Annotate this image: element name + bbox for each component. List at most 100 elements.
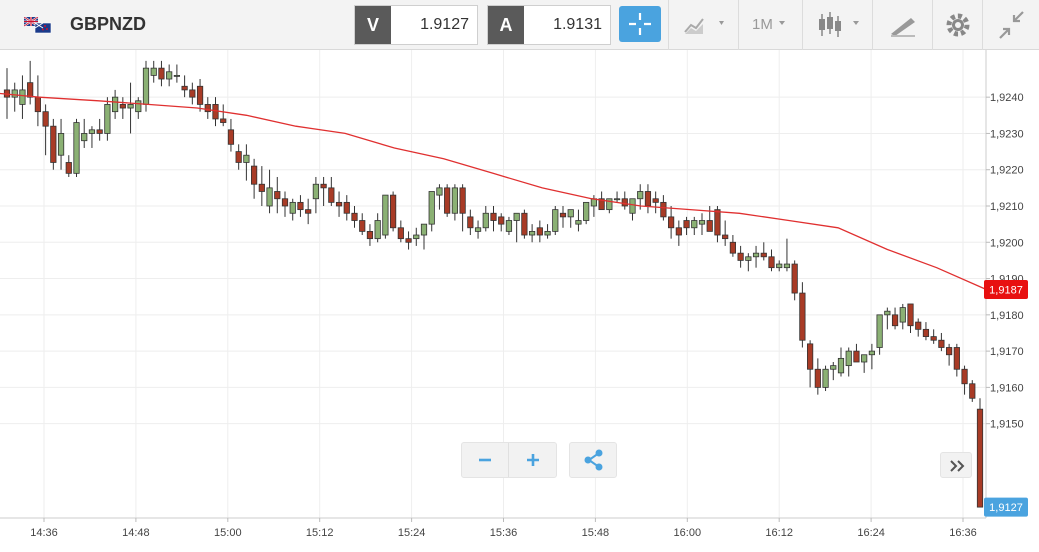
candlestick-button[interactable] [802, 0, 872, 50]
candle [220, 104, 227, 127]
candle [189, 82, 196, 105]
candle [521, 209, 528, 239]
candle [359, 213, 366, 236]
share-button[interactable] [569, 442, 617, 478]
crosshair-button[interactable] [619, 6, 661, 42]
candle [799, 282, 806, 348]
candle [814, 358, 821, 395]
x-tick-label: 15:12 [306, 527, 334, 539]
candle [328, 176, 335, 206]
candle [196, 79, 204, 112]
candlestick-icon [819, 12, 859, 37]
candle [413, 227, 420, 246]
candle [366, 224, 374, 246]
y-tick-label: 1,9200 [990, 237, 1024, 249]
scroll-forward-button[interactable] [940, 452, 972, 478]
candle [729, 235, 736, 257]
gb-nz-flag-icon [24, 17, 52, 34]
candle [112, 89, 119, 119]
candle [335, 191, 343, 217]
candle [783, 238, 791, 272]
candle [274, 176, 281, 214]
buy-price: 1.9131 [553, 16, 602, 33]
candle [698, 213, 706, 236]
moving-average-line [0, 92, 987, 290]
x-tick-label: 15:36 [490, 527, 518, 539]
candle [845, 347, 852, 377]
candle [861, 354, 868, 373]
candle [57, 118, 65, 170]
candle [281, 191, 289, 217]
chevron-down-icon [779, 21, 785, 25]
candle [343, 195, 350, 221]
candle [876, 314, 883, 355]
candle [953, 343, 960, 377]
candle [529, 224, 536, 243]
candle [822, 365, 829, 392]
candle [552, 206, 559, 236]
x-tick-label: 16:24 [857, 527, 885, 539]
share-icon [584, 449, 603, 471]
candle [459, 184, 466, 232]
candle [50, 118, 57, 170]
x-tick-label: 16:00 [674, 527, 702, 539]
candle [791, 260, 798, 301]
buy-price-button[interactable]: A 1.9131 [487, 5, 611, 45]
draw-tool-icon [891, 18, 915, 37]
candle [96, 118, 103, 141]
collapse-button[interactable] [982, 0, 1039, 50]
candle [266, 169, 273, 214]
candle [181, 75, 188, 98]
zoom-controls [461, 442, 557, 478]
price-axis: 1,92401,92301,92201,92101,92001,91901,91… [986, 92, 1024, 431]
y-tick-label: 1,9230 [990, 128, 1024, 140]
candle [351, 206, 358, 228]
zoom-in-button[interactable] [510, 443, 556, 477]
candle [621, 191, 628, 210]
candle [258, 166, 265, 206]
candle [27, 60, 34, 105]
candle [467, 209, 474, 236]
candle [397, 220, 404, 243]
candle [691, 216, 698, 236]
candle [683, 216, 690, 236]
toolbar: GBPNZD V 1.9127 A 1.9131 1M [0, 0, 1039, 50]
zoom-out-button[interactable] [462, 443, 509, 477]
last-price-label: 1,9127 [989, 502, 1023, 514]
y-tick-label: 1,9150 [990, 419, 1024, 431]
settings-button[interactable] [932, 0, 982, 50]
candle [251, 158, 258, 199]
y-tick-label: 1,9160 [990, 382, 1024, 394]
candle [613, 191, 621, 203]
sell-price-button[interactable]: V 1.9127 [354, 5, 478, 45]
candle [915, 318, 922, 337]
moving-average-price-tag: 1,9187 [984, 279, 1028, 299]
candle [73, 118, 80, 177]
timeframe-button[interactable]: 1M [738, 0, 802, 50]
candle [243, 144, 250, 181]
x-tick-label: 16:12 [765, 527, 793, 539]
candle [675, 220, 682, 246]
y-tick-label: 1,9170 [990, 346, 1024, 358]
candle [760, 242, 767, 261]
candle [158, 60, 165, 87]
candle [451, 184, 458, 221]
timeframe-label: 1M [752, 16, 773, 33]
candle [436, 184, 443, 210]
y-tick-label: 1,9210 [990, 201, 1024, 213]
candle [173, 64, 180, 83]
candle [235, 144, 242, 170]
chart-type-button[interactable] [668, 0, 738, 50]
draw-tool-button[interactable] [872, 0, 932, 50]
chart-type-icon [684, 18, 724, 34]
candle [19, 75, 26, 119]
candle [868, 343, 875, 370]
last-price-tag: 1,9127 [984, 497, 1028, 517]
sell-price: 1.9127 [420, 16, 469, 33]
candle [559, 206, 567, 228]
candle [428, 191, 435, 232]
zoom-out-icon [479, 458, 491, 462]
price-chart[interactable]: 1,92401,92301,92201,92101,92001,91901,91… [0, 50, 1039, 552]
candle [922, 322, 930, 341]
candle [938, 332, 945, 352]
